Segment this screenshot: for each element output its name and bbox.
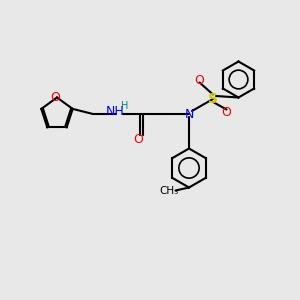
Text: H: H — [121, 100, 128, 111]
Text: O: O — [222, 106, 231, 119]
Text: N: N — [184, 107, 194, 121]
Text: S: S — [208, 92, 218, 106]
Text: O: O — [195, 74, 204, 88]
Text: NH: NH — [106, 105, 125, 118]
Text: O: O — [51, 91, 60, 104]
Text: O: O — [133, 133, 143, 146]
Text: CH₃: CH₃ — [160, 185, 179, 196]
